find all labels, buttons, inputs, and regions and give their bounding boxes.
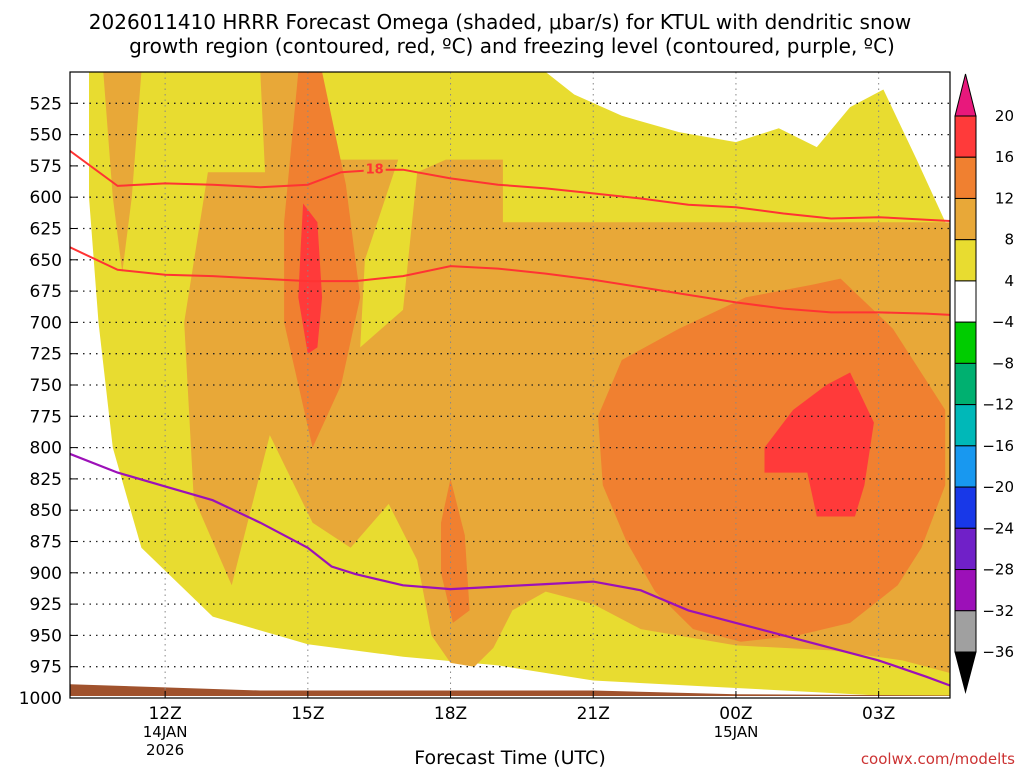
- colorbar-swatch-9: [954, 486, 977, 529]
- colorbar-label-13: −36: [982, 643, 1014, 661]
- y-axis: 525 550 575 600 625 650 675 700 725 750 775 800 825 8…: [19, 94, 77, 709]
- xtick-label-18Z: 18Z: [434, 704, 467, 724]
- dgz-contour--12: [70, 246, 950, 316]
- dgz-contour--18: [70, 150, 950, 222]
- omega-region-12-16-5: [284, 72, 361, 448]
- colorbar-swatch-0: [954, 115, 977, 158]
- freezing-level-contour: [70, 452, 950, 687]
- xtick-label-00Z: 00Z: [719, 704, 752, 724]
- colorbar-label-4: 4: [1004, 272, 1014, 290]
- plot-area: 18: [70, 72, 950, 698]
- colorbar-label-8: −16: [982, 437, 1014, 455]
- omega-region-<4-1: [545, 72, 950, 233]
- ytick-label-650: 650: [30, 251, 62, 271]
- contour-label-bg: [363, 160, 386, 177]
- colorbar-label-5: −4: [992, 313, 1014, 331]
- plot-bottom-margin: [70, 696, 950, 698]
- ytick-label-675: 675: [30, 282, 62, 302]
- omega-region-<4-2: [70, 234, 99, 498]
- colorbar-swatch-6: [954, 362, 977, 406]
- xtick-label-03Z: 03Z: [862, 704, 895, 724]
- colorbar-swatch-2: [954, 197, 977, 241]
- colorbar-label-11: −28: [982, 561, 1014, 579]
- xtick-date-12Z: 14JAN: [143, 723, 188, 741]
- ytick-label-975: 975: [30, 658, 62, 678]
- colorbar-swatch-7: [954, 404, 977, 447]
- dgz-contour-label: 18: [366, 163, 384, 178]
- ytick-label-625: 625: [30, 220, 62, 240]
- ytick-label-800: 800: [30, 439, 62, 459]
- colorbar-label-3: 8: [1004, 231, 1014, 249]
- ytick-label-825: 825: [30, 470, 62, 490]
- ground-terrain: [70, 684, 950, 698]
- colorbar-label-9: −20: [982, 478, 1014, 496]
- omega-region->16-8: [298, 203, 323, 354]
- colorbar-swatch-10: [954, 527, 977, 571]
- colorbar-swatch-12: [954, 610, 977, 653]
- colorbar-label-2: 12: [995, 189, 1014, 207]
- xtick-label-15Z: 15Z: [291, 704, 324, 724]
- xtick-label-21Z: 21Z: [577, 704, 610, 724]
- watermark: coolwx.com/modelts: [861, 750, 1015, 768]
- ytick-label-700: 700: [30, 313, 62, 333]
- ytick-label-900: 900: [30, 564, 62, 584]
- omega-region-12-16-7: [441, 478, 470, 623]
- x-axis-label: Forecast Time (UTC): [414, 747, 605, 768]
- chart-title-line-1: 2026011410 HRRR Forecast Omega (shaded, …: [89, 10, 911, 34]
- colorbar-swatch-8: [954, 445, 977, 488]
- colorbar-swatch-11: [954, 569, 977, 612]
- colorbar-swatch-1: [954, 156, 977, 199]
- colorbar-swatch-5: [954, 321, 977, 364]
- xtick-date-00Z: 15JAN: [714, 723, 759, 741]
- ytick-label-600: 600: [30, 188, 62, 208]
- ytick-label-750: 750: [30, 376, 62, 396]
- ytick-label-550: 550: [30, 126, 62, 146]
- ytick-label-575: 575: [30, 157, 62, 177]
- ytick-label-850: 850: [30, 501, 62, 521]
- colorbar-swatch-3: [954, 239, 977, 282]
- ytick-label-1000: 1000: [19, 689, 62, 709]
- colorbar-label-10: −24: [982, 519, 1014, 537]
- ytick-label-925: 925: [30, 595, 62, 615]
- xtick-year-12Z: 2026: [146, 741, 184, 759]
- ytick-label-775: 775: [30, 407, 62, 427]
- colorbar-label-7: −12: [982, 396, 1014, 414]
- colorbar-label-12: −32: [982, 602, 1014, 620]
- colorbar-label-6: −8: [992, 354, 1014, 372]
- colorbar-bottom-arrow: [954, 651, 977, 694]
- chart-title-line-2: growth region (contoured, red, ºC) and f…: [129, 34, 895, 58]
- colorbar-top-arrow: [954, 73, 977, 117]
- ytick-label-875: 875: [30, 533, 62, 553]
- ytick-label-725: 725: [30, 345, 62, 365]
- xtick-label-12Z: 12Z: [148, 704, 181, 724]
- ytick-label-950: 950: [30, 626, 62, 646]
- omega-region-8-12-3: [103, 72, 142, 273]
- contours: 18: [70, 150, 950, 687]
- colorbar: 20 16 12 8 4 −4 −8 −12 −16 −20 −24 −28 −32 −36: [954, 73, 1014, 694]
- colorbar-label-0: 20: [995, 107, 1014, 125]
- omega-region->16-9: [764, 372, 874, 517]
- ytick-label-525: 525: [30, 94, 62, 114]
- colorbar-label-1: 16: [995, 148, 1014, 166]
- colorbar-swatch-4: [954, 280, 977, 323]
